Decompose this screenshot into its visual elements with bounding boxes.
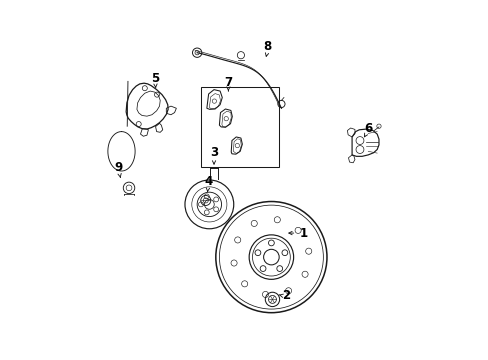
Text: 1: 1: [299, 226, 307, 239]
Text: 8: 8: [263, 40, 271, 53]
Bar: [201, 87, 278, 167]
Text: 2: 2: [281, 289, 289, 302]
Text: 6: 6: [364, 122, 371, 135]
Text: 3: 3: [209, 145, 218, 158]
Text: 5: 5: [150, 72, 159, 85]
Text: 9: 9: [114, 161, 122, 174]
Text: 7: 7: [224, 76, 232, 89]
Text: 4: 4: [204, 175, 212, 188]
